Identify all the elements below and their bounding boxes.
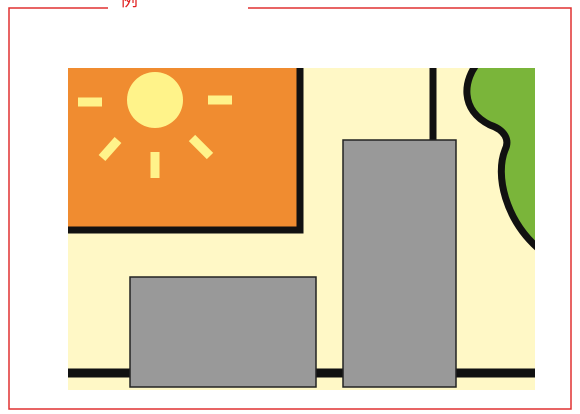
page: {"header": {"label": "例"}} 例 (() => { co… xyxy=(0,0,580,414)
gray-block xyxy=(130,277,316,387)
illustration xyxy=(60,60,560,390)
sun xyxy=(127,72,183,128)
gray-block xyxy=(343,140,456,387)
window xyxy=(60,60,300,230)
frame-label: 例 xyxy=(120,0,138,11)
frame: 例 xyxy=(0,0,580,414)
